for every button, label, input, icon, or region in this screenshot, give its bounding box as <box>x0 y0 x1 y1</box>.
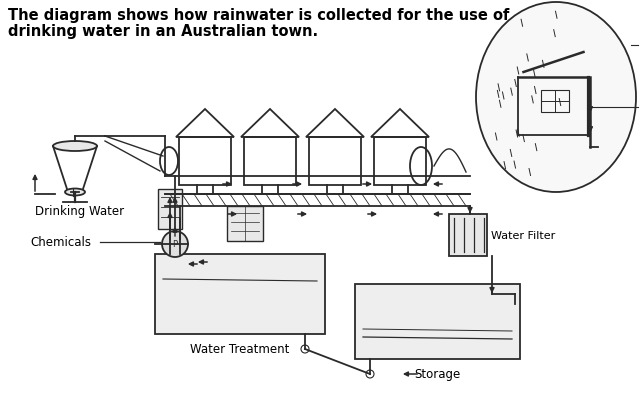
Bar <box>179 138 231 185</box>
Bar <box>449 214 487 256</box>
Text: The diagram shows how rainwater is collected for the use of: The diagram shows how rainwater is colle… <box>8 8 509 23</box>
Text: Water Filter: Water Filter <box>491 230 556 240</box>
Bar <box>309 138 361 185</box>
Bar <box>158 190 182 230</box>
Text: Drain: Drain <box>639 103 640 113</box>
Ellipse shape <box>65 189 85 196</box>
Bar <box>227 206 263 242</box>
Bar <box>244 138 296 185</box>
Text: Rainwater: Rainwater <box>639 41 640 51</box>
Bar <box>355 284 520 359</box>
Text: Storage: Storage <box>414 367 461 380</box>
Text: Water Treatment: Water Treatment <box>190 342 290 355</box>
Text: Drinking Water: Drinking Water <box>35 204 124 218</box>
Text: P: P <box>172 240 177 249</box>
Text: Chemicals: Chemicals <box>30 236 91 249</box>
Circle shape <box>162 231 188 257</box>
Ellipse shape <box>476 3 636 192</box>
Bar <box>541 91 569 113</box>
Ellipse shape <box>53 142 97 152</box>
Text: drinking water in an Australian town.: drinking water in an Australian town. <box>8 24 318 39</box>
Bar <box>374 138 426 185</box>
Bar <box>155 254 325 334</box>
